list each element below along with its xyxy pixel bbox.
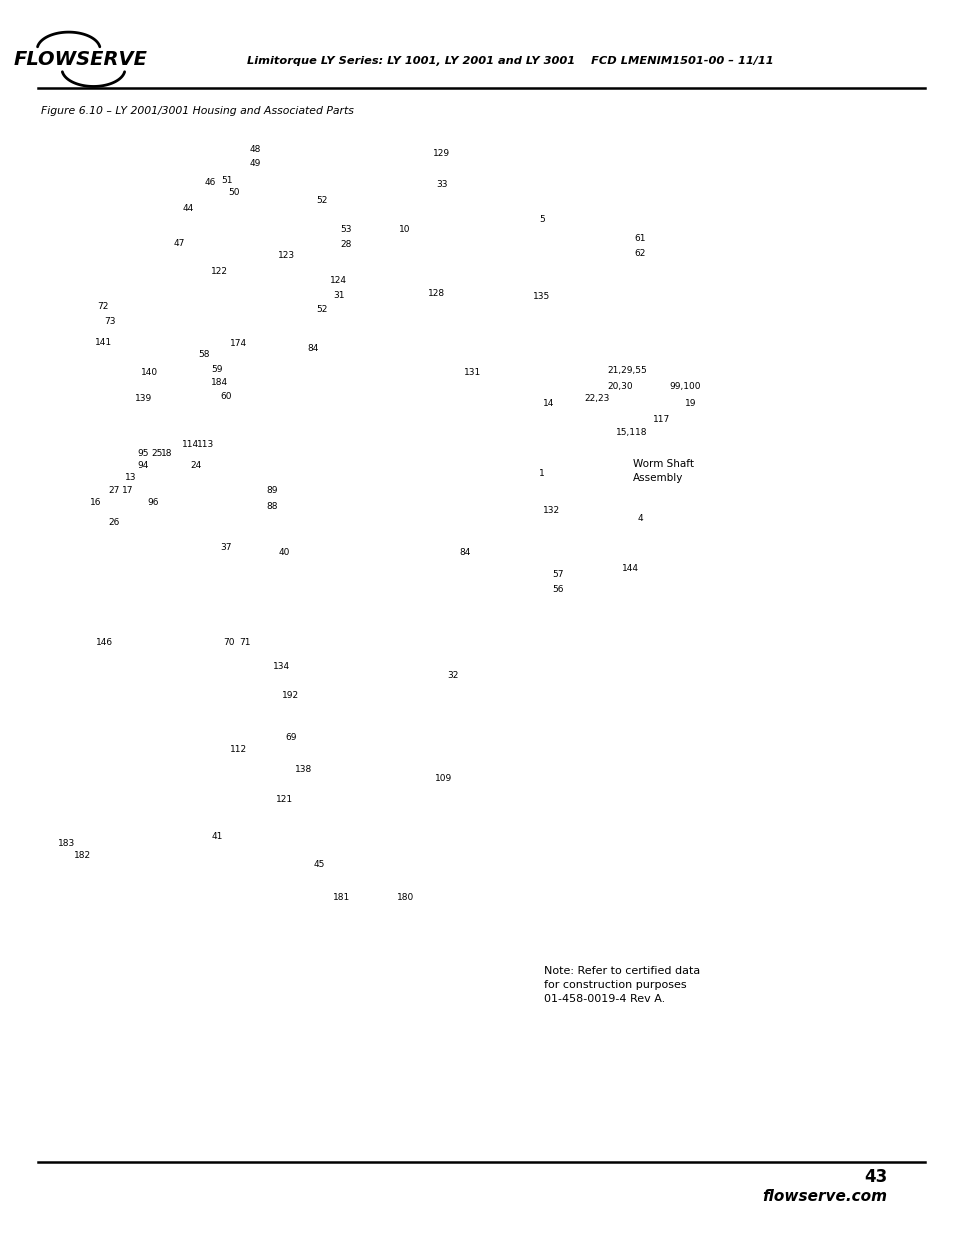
Text: 44: 44 — [182, 204, 193, 214]
Text: flowserve.com: flowserve.com — [761, 1189, 886, 1204]
Text: 52: 52 — [316, 195, 328, 205]
Text: 135: 135 — [533, 291, 550, 301]
Text: 53: 53 — [340, 225, 352, 235]
Text: 72: 72 — [97, 301, 109, 311]
Text: 89: 89 — [266, 485, 277, 495]
Text: 180: 180 — [396, 893, 414, 903]
Text: 95: 95 — [137, 448, 149, 458]
Text: 121: 121 — [275, 794, 293, 804]
Text: 45: 45 — [314, 860, 325, 869]
Text: 183: 183 — [58, 839, 75, 848]
Text: 84: 84 — [459, 547, 471, 557]
Text: 140: 140 — [141, 368, 158, 378]
Text: 40: 40 — [278, 547, 290, 557]
Text: 114: 114 — [182, 440, 199, 450]
Text: 70: 70 — [223, 637, 234, 647]
Text: 73: 73 — [104, 316, 115, 326]
Text: 99,100: 99,100 — [668, 382, 700, 391]
Text: 182: 182 — [74, 851, 91, 861]
Text: 31: 31 — [333, 290, 344, 300]
Text: 52: 52 — [316, 305, 328, 315]
Text: 181: 181 — [333, 893, 350, 903]
Text: 184: 184 — [211, 378, 228, 388]
Text: 57: 57 — [552, 569, 563, 579]
Text: FLOWSERVE: FLOWSERVE — [14, 49, 148, 69]
Text: 94: 94 — [137, 461, 149, 471]
Text: 128: 128 — [428, 289, 445, 299]
Text: 174: 174 — [230, 338, 247, 348]
Text: 26: 26 — [109, 517, 120, 527]
Text: 61: 61 — [634, 233, 645, 243]
Text: 58: 58 — [198, 350, 210, 359]
Text: 25: 25 — [152, 448, 163, 458]
Text: 192: 192 — [282, 690, 299, 700]
Text: Limitorque LY Series: LY 1001, LY 2001 and LY 3001    FCD LMENIM1501-00 – 11/11: Limitorque LY Series: LY 1001, LY 2001 a… — [247, 56, 773, 65]
Text: 129: 129 — [433, 148, 450, 158]
Text: 48: 48 — [250, 144, 261, 154]
Text: Figure 6.10 – LY 2001/3001 Housing and Associated Parts: Figure 6.10 – LY 2001/3001 Housing and A… — [41, 106, 354, 116]
Text: 144: 144 — [621, 563, 639, 573]
Text: 112: 112 — [230, 745, 247, 755]
Text: 13: 13 — [125, 473, 136, 483]
Text: 32: 32 — [447, 671, 458, 680]
Text: 27: 27 — [109, 485, 120, 495]
Text: 19: 19 — [684, 399, 696, 409]
Text: 146: 146 — [96, 637, 113, 647]
Text: 124: 124 — [330, 275, 347, 285]
Text: 15,118: 15,118 — [615, 427, 647, 437]
Text: 109: 109 — [435, 773, 452, 783]
Text: 84: 84 — [307, 343, 318, 353]
Text: 123: 123 — [277, 251, 294, 261]
Text: 60: 60 — [220, 391, 232, 401]
Text: 24: 24 — [190, 461, 201, 471]
Text: 21,29,55: 21,29,55 — [607, 366, 647, 375]
Text: 51: 51 — [221, 175, 233, 185]
Text: 122: 122 — [211, 267, 228, 277]
Text: 141: 141 — [94, 337, 112, 347]
Text: 4: 4 — [637, 514, 642, 524]
Text: 17: 17 — [122, 485, 133, 495]
Text: 138: 138 — [294, 764, 312, 774]
Text: 14: 14 — [542, 399, 554, 409]
Text: 46: 46 — [204, 178, 215, 188]
Text: 113: 113 — [196, 440, 213, 450]
Text: 33: 33 — [436, 179, 447, 189]
Text: 49: 49 — [250, 158, 261, 168]
Text: 5: 5 — [538, 215, 544, 225]
Text: 59: 59 — [211, 364, 222, 374]
Text: 18: 18 — [161, 448, 172, 458]
Text: 41: 41 — [212, 831, 223, 841]
Text: 43: 43 — [863, 1168, 886, 1186]
Text: 16: 16 — [90, 498, 101, 508]
Text: 88: 88 — [266, 501, 277, 511]
Text: 132: 132 — [542, 505, 559, 515]
Text: 139: 139 — [134, 394, 152, 404]
Text: 50: 50 — [228, 188, 239, 198]
Text: 131: 131 — [463, 368, 480, 378]
Text: 117: 117 — [652, 415, 669, 425]
Text: 134: 134 — [273, 662, 290, 672]
Text: 62: 62 — [634, 248, 645, 258]
Text: 96: 96 — [147, 498, 158, 508]
Text: 56: 56 — [552, 584, 563, 594]
Text: Worm Shaft
Assembly: Worm Shaft Assembly — [632, 459, 693, 483]
Text: 71: 71 — [239, 637, 251, 647]
Text: 47: 47 — [173, 238, 185, 248]
Text: 28: 28 — [340, 240, 352, 249]
Text: 1: 1 — [538, 468, 544, 478]
Text: 10: 10 — [398, 225, 410, 235]
Text: 69: 69 — [285, 732, 296, 742]
Text: Note: Refer to certified data
for construction purposes
01-458-0019-4 Rev A.: Note: Refer to certified data for constr… — [543, 966, 700, 1004]
Text: 37: 37 — [220, 542, 232, 552]
Text: 20,30: 20,30 — [607, 382, 632, 391]
Text: 22,23: 22,23 — [584, 394, 609, 404]
